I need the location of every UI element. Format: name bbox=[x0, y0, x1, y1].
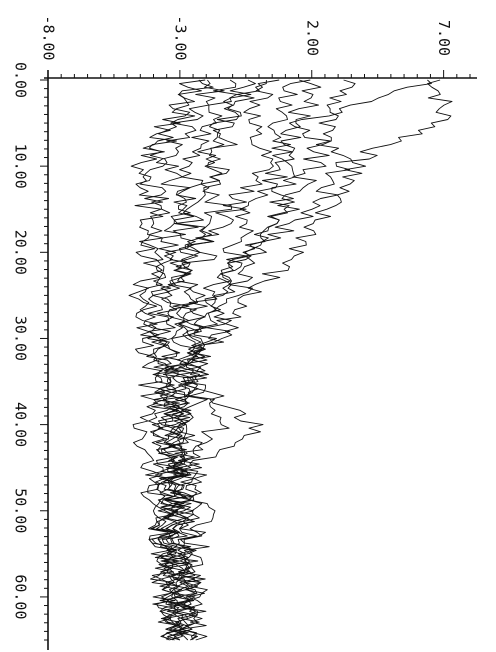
series-line-9 bbox=[128, 79, 214, 641]
x-tick-label: 30.00 bbox=[12, 316, 30, 361]
x-tick-label: 50.00 bbox=[12, 488, 30, 533]
x-tick-label: 10.00 bbox=[12, 144, 30, 189]
x-tick-label: 20.00 bbox=[12, 230, 30, 275]
x-tick-label: 40.00 bbox=[12, 402, 30, 447]
y-tick-label: -3.00 bbox=[171, 15, 189, 60]
y-tick-label: 2.00 bbox=[303, 20, 321, 56]
series-line-1 bbox=[162, 79, 453, 641]
series-line-6 bbox=[148, 79, 280, 641]
y-tick-label: 7.00 bbox=[435, 20, 453, 56]
series-line-5 bbox=[160, 79, 311, 641]
series-line-8 bbox=[148, 79, 238, 641]
series-line-10 bbox=[139, 79, 225, 641]
x-tick-label: 0.00 bbox=[12, 62, 30, 98]
series-line-12 bbox=[161, 79, 267, 641]
series-group bbox=[128, 79, 453, 641]
y-tick-label: -8.00 bbox=[40, 15, 58, 60]
x-tick-label: 60.00 bbox=[12, 574, 30, 619]
series-line-2 bbox=[157, 79, 432, 641]
series-line-4 bbox=[171, 79, 322, 641]
y-ticks: -8.00 -3.00 2.00 7.00 bbox=[40, 15, 471, 78]
series-line-11 bbox=[130, 79, 206, 641]
x-ticks: 0.00 10.00 20.00 30.00 40.00 50.00 60.00 bbox=[12, 62, 48, 641]
